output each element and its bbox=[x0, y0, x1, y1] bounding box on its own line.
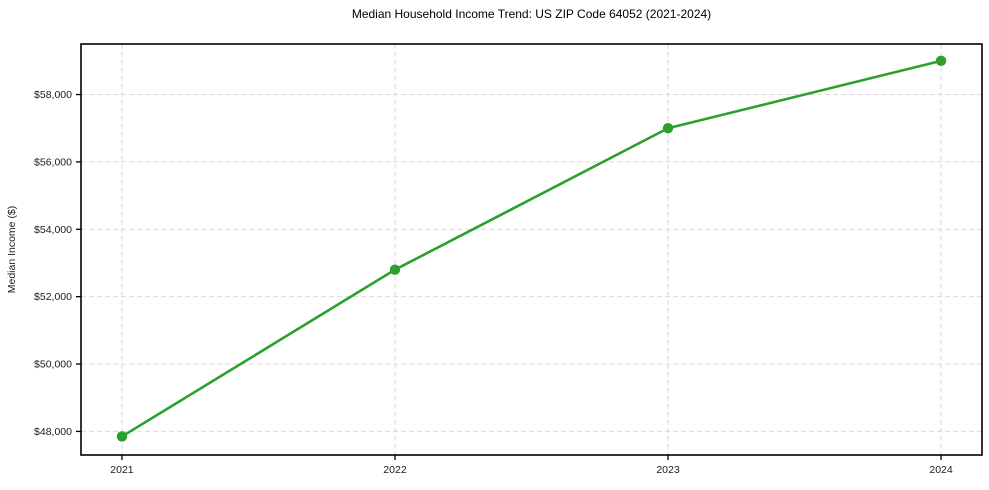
trend-line bbox=[121, 59, 942, 438]
x-tick-label: 2023 bbox=[656, 464, 680, 476]
y-tick-label: $48,000 bbox=[34, 426, 72, 438]
data-point-2023 bbox=[662, 123, 674, 134]
y-tick-label: $54,000 bbox=[34, 224, 72, 236]
plot-border bbox=[80, 43, 983, 456]
series-layer bbox=[116, 55, 947, 442]
x-tick-label: 2021 bbox=[110, 464, 134, 476]
data-point-2022 bbox=[389, 264, 401, 275]
x-tick-label: 2022 bbox=[383, 464, 407, 476]
grid-layer bbox=[81, 44, 982, 455]
x-tick-label: 2024 bbox=[929, 464, 953, 476]
data-point-2021 bbox=[116, 431, 128, 442]
y-tick-label: $50,000 bbox=[34, 359, 72, 371]
y-tick-label: $56,000 bbox=[34, 156, 72, 168]
axis-layer: $48,000 $50,000 $52,000 $54,000 $56,000 $58,0… bbox=[6, 43, 983, 476]
chart-title: Median Household Income Trend: US ZIP Co… bbox=[351, 7, 712, 21]
y-axis-label: Median Income ($) bbox=[6, 206, 18, 294]
y-tick-label: $52,000 bbox=[34, 291, 72, 303]
y-tick-label: $58,000 bbox=[34, 89, 72, 101]
data-point-2024 bbox=[935, 55, 947, 67]
